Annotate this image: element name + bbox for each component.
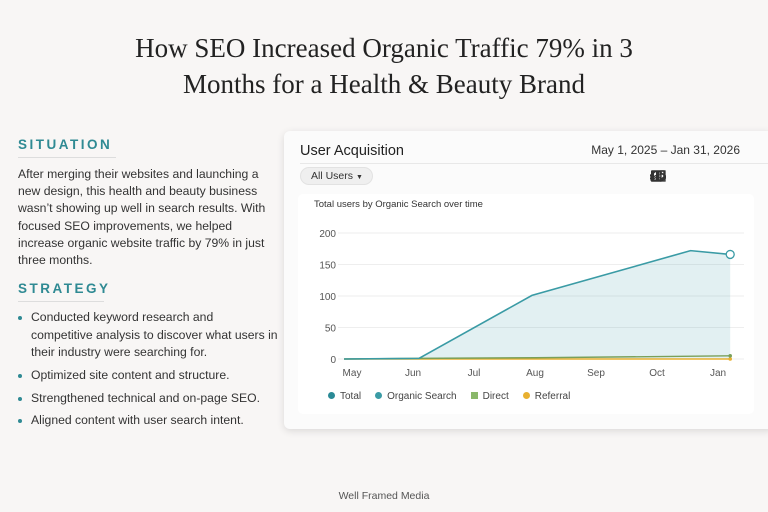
chart-title: Total users by Organic Search over time: [314, 199, 483, 210]
all-users-dropdown[interactable]: All Users ▼: [300, 167, 373, 185]
title-line-1: How SEO Increased Organic Traffic 79% in…: [135, 33, 633, 63]
series-line-organic-search: [344, 249, 731, 360]
list-item: Optimized site content and structure.: [18, 367, 278, 385]
situation-text: After merging their websites and launchi…: [18, 167, 266, 268]
strategy-list: Conducted keyword research and competiti…: [18, 309, 278, 430]
filter-label: All Users: [311, 170, 354, 182]
card-title: User Acquisition: [300, 143, 404, 159]
legend-direct[interactable]: Direct: [470, 391, 509, 402]
x-tick-label: Jul: [468, 368, 481, 379]
legend-label: Direct: [482, 391, 509, 402]
situation-heading: SITUATION: [18, 137, 116, 158]
legend-referral[interactable]: Referral: [522, 391, 571, 402]
footer-brand: Well Framed Media: [338, 490, 430, 502]
chart-svg: 0 50 100 150 200 May Jun Jul Aug Sep Oct Jan: [319, 229, 744, 379]
compare-icon[interactable]: [651, 169, 695, 183]
x-tick-label: Jun: [405, 368, 421, 379]
legend-total[interactable]: Total: [328, 391, 361, 402]
list-item: Aligned content with user search intent.: [18, 412, 278, 430]
share-icon[interactable]: [650, 169, 753, 183]
end-point-marker: [728, 354, 732, 358]
x-tick-label: Oct: [649, 368, 665, 379]
x-tick-label: Sep: [587, 368, 605, 379]
end-point-marker: [725, 249, 735, 260]
y-tick-label: 0: [330, 355, 336, 366]
y-tick-label: 150: [319, 261, 336, 272]
legend-organic-search[interactable]: Organic Search: [375, 391, 457, 402]
organic-search-area: [344, 250, 731, 359]
insights-icon[interactable]: [650, 169, 724, 183]
left-column: SITUATION After merging their websites a…: [18, 136, 278, 435]
legend-label: Referral: [534, 391, 571, 402]
list-item: Strengthened technical and on-page SEO.: [18, 390, 278, 408]
title-line-2: Months for a Health & Beauty Brand: [183, 69, 585, 99]
page-title: How SEO Increased Organic Traffic 79% in…: [0, 30, 768, 102]
x-tick-label: May: [343, 368, 362, 379]
end-point-marker: [728, 357, 732, 361]
y-tick-label: 50: [325, 324, 337, 335]
strategy-heading: STRATEGY: [18, 281, 108, 303]
y-tick-label: 200: [319, 229, 336, 240]
divider: [300, 163, 768, 164]
list-item: Conducted keyword research and competiti…: [18, 309, 278, 362]
legend-label: Total: [340, 391, 362, 402]
x-tick-label: Aug: [526, 368, 544, 379]
chart-legend: Total Organic Search Direct Referral: [328, 391, 570, 402]
y-tick-label: 100: [319, 292, 336, 303]
date-range[interactable]: May 1, 2025 – Jan 31, 2026: [591, 143, 740, 157]
caret-down-icon: ▼: [355, 174, 363, 181]
chart-panel: Total users by Organic Search over time …: [298, 194, 754, 414]
user-acquisition-card: User Acquisition May 1, 2025 – Jan 31, 2…: [284, 131, 768, 429]
legend-label: Organic Search: [387, 391, 457, 402]
x-tick-label: Jan: [710, 368, 726, 379]
